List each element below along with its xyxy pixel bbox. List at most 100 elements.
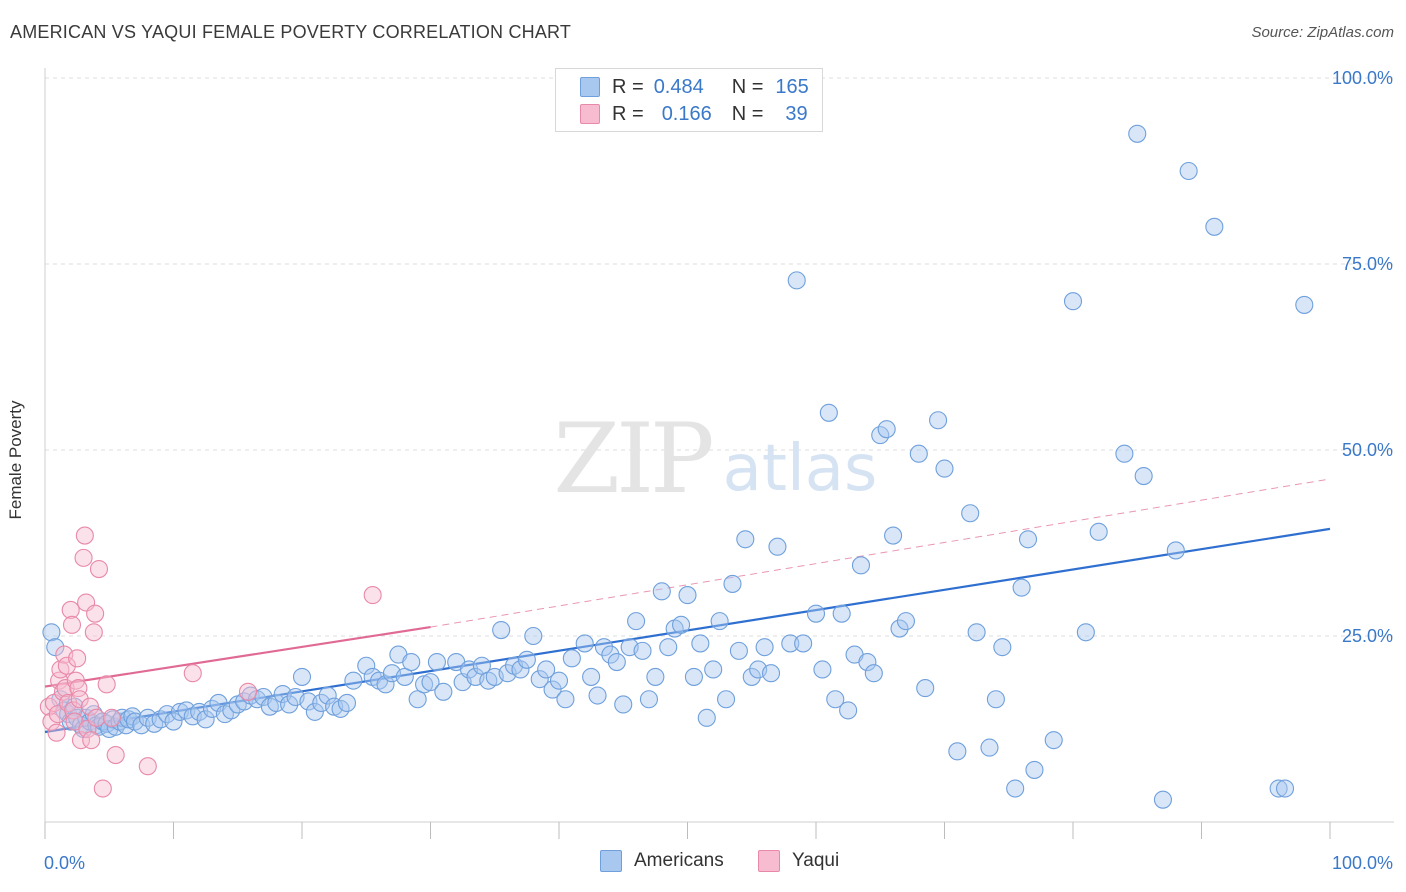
point-yaqui [68,649,87,668]
point-americans [755,638,774,657]
point-americans [549,671,569,690]
legend-label-americans: Americans [634,850,724,871]
point-americans [916,679,935,698]
point-americans [575,634,594,653]
trend-lines [44,478,1331,734]
point-americans [858,652,877,672]
point-yaqui [82,731,101,750]
point-americans [652,582,671,601]
point-americans [1275,779,1295,798]
point-americans [357,656,376,675]
point-americans [851,556,871,575]
point-americans [716,690,736,709]
point-americans [1153,790,1172,809]
point-americans [813,660,832,679]
point-americans [839,701,858,720]
point-yaqui [62,615,82,634]
point-americans [556,690,575,709]
stats-row-yaqui: R = 0.166 N = 39 [580,102,808,126]
point-americans [1044,731,1063,750]
point-americans [742,667,761,686]
n-value: 165 [775,75,809,98]
point-americans [421,673,440,692]
point-americans [787,271,806,290]
point-yaqui [106,745,125,765]
point-americans [607,652,626,672]
legend-item-yaqui[interactable]: Yaqui [758,850,839,872]
swatch-americans [580,77,600,97]
stats-legend: R = 0.484 N = 165 R = 0.166 N = 39 [555,68,823,132]
point-yaqui [93,779,112,798]
point-americans [1115,444,1134,463]
y-tick-label: 25.0% [1342,626,1393,646]
point-americans [633,641,652,660]
point-americans [1205,217,1224,236]
point-americans [884,526,903,545]
n-label: N = [731,102,764,125]
point-americans [601,645,620,664]
y-tick-label: 100.0% [1332,68,1393,88]
point-americans [896,612,916,631]
trend-extension-yaqui [430,478,1331,628]
watermark-zip: ZIP [553,403,712,515]
point-americans [967,623,986,642]
r-value: 0.166 [661,102,712,125]
point-americans [337,693,357,713]
point-yaqui [57,656,76,675]
point-americans [948,742,967,761]
point-americans [1269,779,1288,798]
point-yaqui [70,690,89,709]
point-americans [684,667,703,686]
point-americans [524,626,543,646]
point-yaqui [66,671,85,690]
point-americans [832,604,851,623]
legend-item-americans[interactable]: Americans [600,850,724,872]
point-yaqui [56,679,75,698]
point-yaqui [80,697,100,716]
point-americans [710,612,729,631]
point-americans [993,638,1012,657]
point-americans [1012,578,1031,597]
point-yaqui [47,723,66,742]
watermark-atlas: atlas [723,432,878,506]
n-label: N = [731,75,764,98]
point-yaqui [363,586,382,605]
point-americans [530,670,549,689]
point-americans [986,690,1005,709]
legend-label-yaqui: Yaqui [792,850,840,871]
point-americans [627,612,646,631]
point-americans [723,574,742,593]
point-americans [292,667,312,686]
point-americans [691,634,710,653]
point-americans [729,641,748,660]
point-americans [344,671,363,690]
point-yaqui [89,559,109,579]
point-americans [826,690,845,709]
r-value: 0.484 [653,75,704,98]
point-yaqui [183,664,202,683]
point-americans [511,660,530,679]
point-yaqui [71,731,91,750]
point-americans [704,660,723,679]
point-americans [1134,466,1153,486]
point-americans [961,504,980,523]
point-americans [1018,530,1038,549]
tick-labels: 25.0% 50.0% 75.0% 100.0% 0.0% 100.0% [44,68,1393,873]
axes [44,68,1394,839]
point-americans [614,695,633,714]
chart-title: AMERICAN VS YAQUI FEMALE POVERTY CORRELA… [10,22,572,42]
point-americans [1063,292,1083,311]
point-yaqui [61,600,80,620]
point-americans [736,530,755,549]
point-americans [42,623,61,642]
point-americans [639,690,659,709]
point-yaqui [42,712,61,731]
point-americans [427,652,446,672]
r-label: R = [612,75,644,98]
point-yaqui [138,757,157,776]
point-americans [1179,161,1198,181]
point-yaqui [97,675,116,694]
point-americans [196,710,215,729]
point-americans [517,650,536,669]
point-americans [819,403,838,422]
